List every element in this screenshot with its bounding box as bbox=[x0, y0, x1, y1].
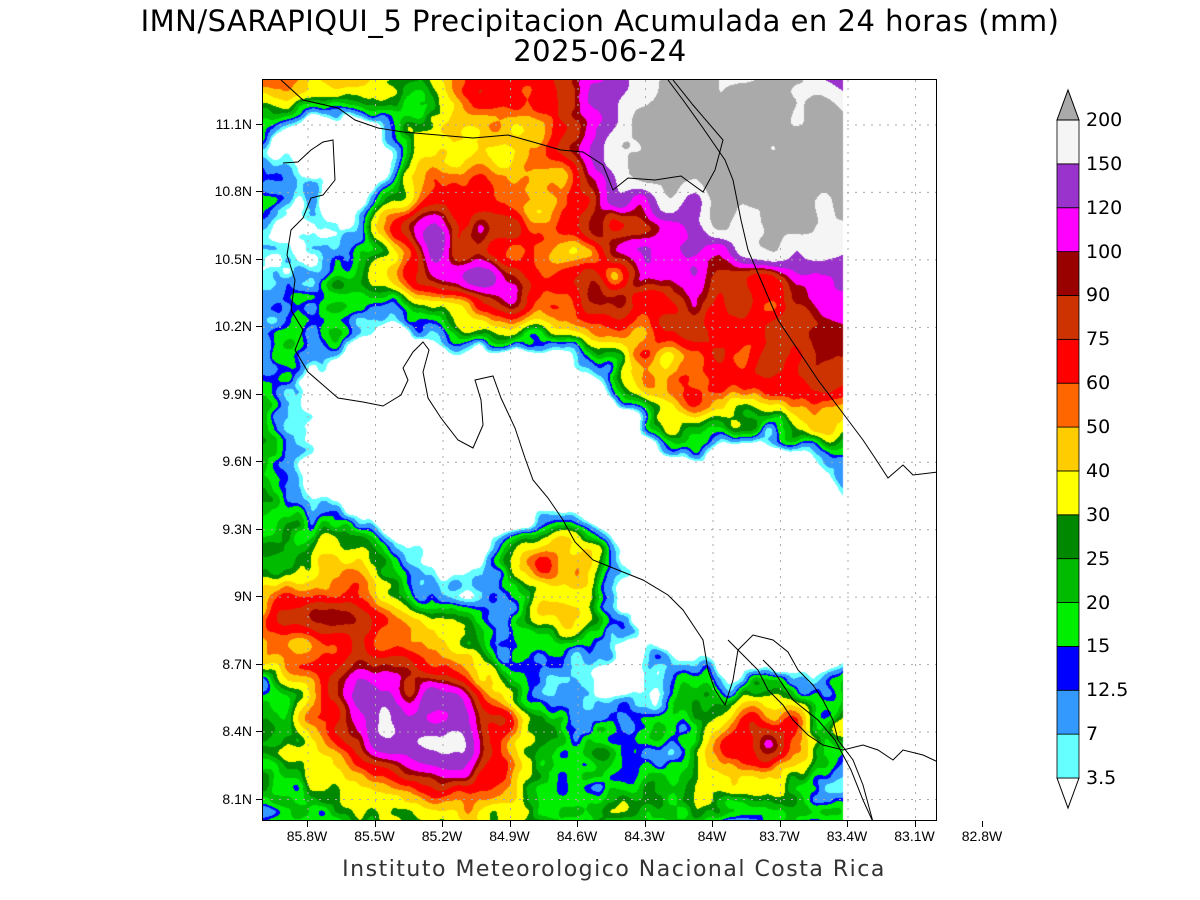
lon-tick-label: 83.4W bbox=[826, 828, 868, 844]
lon-tick-label: 84.3W bbox=[624, 828, 665, 844]
lon-tick-label: 85.8W bbox=[286, 828, 328, 844]
lat-tick bbox=[256, 596, 262, 598]
colorbar-level-label: 100 bbox=[1086, 240, 1123, 263]
lat-tick-label: 8.4N bbox=[222, 723, 252, 740]
lon-tick bbox=[442, 821, 443, 827]
lon-tick bbox=[577, 821, 578, 827]
lat-tick-label: 9.6N bbox=[222, 453, 252, 470]
colorbar-level-label: 120 bbox=[1086, 196, 1123, 219]
map-date: 2025-06-24 bbox=[513, 34, 687, 68]
lon-tick-label: 84W bbox=[697, 828, 727, 844]
colorbar-swatch bbox=[1056, 426, 1080, 472]
colorbar-swatch bbox=[1056, 251, 1080, 296]
colorbar-swatch bbox=[1056, 558, 1080, 603]
colorbar-level-label: 150 bbox=[1086, 152, 1123, 175]
lat-tick bbox=[256, 461, 262, 463]
colorbar-level-label: 30 bbox=[1086, 503, 1111, 526]
colorbar-level-label: 3.5 bbox=[1086, 767, 1117, 789]
lon-tick bbox=[982, 821, 983, 827]
border-nicaragua bbox=[280, 80, 724, 193]
lat-tick bbox=[256, 798, 262, 800]
lat-tick-label: 10.2N bbox=[214, 318, 252, 335]
lon-tick bbox=[914, 821, 916, 827]
colorbar-level-label: 40 bbox=[1086, 459, 1111, 482]
lon-tick bbox=[509, 821, 511, 827]
lon-tick-label: 85.2W bbox=[421, 828, 463, 844]
colorbar-level-label: 20 bbox=[1086, 591, 1111, 614]
lat-tick bbox=[256, 326, 262, 328]
colorbar-level-label: 200 bbox=[1086, 109, 1123, 131]
colorbar-swatch bbox=[1056, 295, 1080, 340]
lat-tick bbox=[256, 123, 262, 125]
lat-tick-label: 9.9N bbox=[222, 385, 252, 402]
colorbar-level-label: 7 bbox=[1086, 723, 1099, 746]
lon-tick-label: 82.8W bbox=[961, 828, 1003, 844]
lat-tick bbox=[256, 393, 262, 395]
colorbar-level-label: 90 bbox=[1086, 284, 1111, 307]
lat-tick bbox=[256, 528, 262, 530]
precipitation-map bbox=[262, 79, 937, 821]
border-panama bbox=[762, 659, 873, 820]
colorbar-swatch bbox=[1056, 602, 1080, 647]
colorbar-swatch bbox=[1056, 338, 1080, 384]
colorbar-level-label: 50 bbox=[1086, 416, 1111, 439]
colorbar-swatch bbox=[1056, 646, 1080, 691]
lon-tick bbox=[644, 821, 646, 827]
lat-tick-label: 10.8N bbox=[214, 183, 252, 200]
colorbar-level-label: 60 bbox=[1086, 372, 1111, 395]
colorbar-swatch bbox=[1056, 514, 1080, 560]
lat-tick-label: 9.3N bbox=[222, 520, 252, 537]
lat-tick-label: 8.1N bbox=[222, 790, 252, 807]
colorbar-max-triangle bbox=[1056, 88, 1080, 121]
colorbar-level-label: 25 bbox=[1086, 547, 1111, 570]
lon-tick bbox=[779, 821, 781, 827]
coast-caribbean bbox=[667, 80, 936, 479]
coast-pacific bbox=[282, 139, 873, 820]
lat-tick-label: 11.1N bbox=[215, 115, 252, 132]
lon-tick-label: 85.5W bbox=[354, 828, 395, 844]
lat-tick bbox=[256, 258, 262, 260]
lon-tick-label: 84.6W bbox=[556, 828, 598, 844]
colorbar-level-label: 15 bbox=[1086, 635, 1111, 658]
lon-tick-label: 83.7W bbox=[759, 828, 800, 844]
colorbar-level-label: 12.5 bbox=[1086, 679, 1129, 702]
lat-tick-label: 8.7N bbox=[222, 655, 252, 672]
colorbar-level-label: 75 bbox=[1086, 328, 1111, 351]
lat-tick-label: 9N bbox=[234, 588, 252, 605]
colorbar-swatch bbox=[1056, 689, 1080, 735]
lat-tick bbox=[256, 191, 262, 193]
colorbar-swatch bbox=[1056, 382, 1080, 428]
map-overlay bbox=[263, 80, 936, 820]
colorbar bbox=[1056, 88, 1080, 810]
colorbar-min-triangle bbox=[1056, 777, 1080, 810]
colorbar-swatch bbox=[1056, 119, 1080, 165]
graticule bbox=[263, 80, 936, 820]
colorbar-swatch bbox=[1056, 163, 1080, 209]
lon-tick bbox=[847, 821, 848, 827]
lon-tick-label: 84.9W bbox=[489, 828, 530, 844]
colorbar-swatch bbox=[1056, 470, 1080, 516]
lon-tick bbox=[374, 821, 376, 827]
peninsula-osa bbox=[727, 639, 936, 762]
footer-credit: Instituto Meteorologico Nacional Costa R… bbox=[342, 857, 886, 882]
lon-tick-label: 83.1W bbox=[894, 828, 935, 844]
colorbar-swatch bbox=[1056, 207, 1080, 252]
coastline bbox=[280, 80, 936, 820]
lon-tick bbox=[307, 821, 308, 827]
colorbar-swatch bbox=[1056, 733, 1080, 779]
lat-tick bbox=[256, 731, 262, 733]
lon-tick bbox=[712, 821, 713, 827]
lat-tick bbox=[256, 663, 262, 665]
map-title: IMN/SARAPIQUI_5 Precipitacion Acumulada … bbox=[140, 4, 1060, 38]
lat-tick-label: 10.5N bbox=[214, 250, 252, 267]
